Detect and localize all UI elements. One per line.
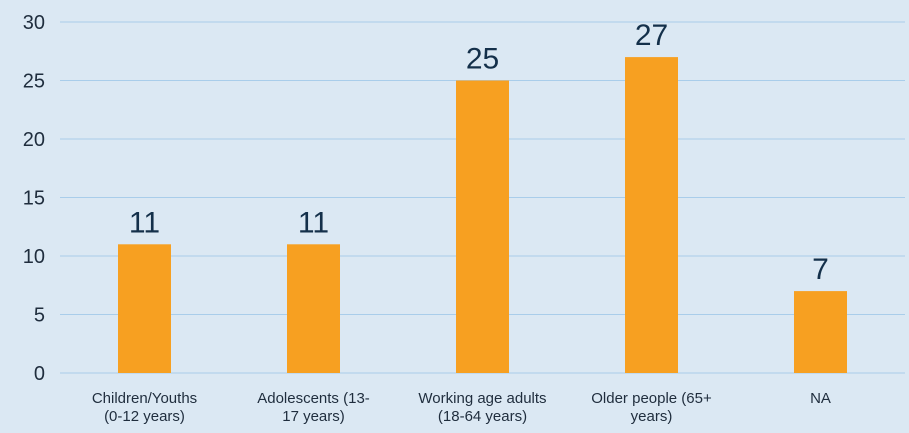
- y-tick-label: 0: [34, 363, 45, 385]
- bars: [118, 57, 847, 373]
- bar: [287, 244, 340, 373]
- data-label: 7: [812, 253, 829, 286]
- category-label: Children/Youths: [92, 390, 197, 407]
- category-label: Older people (65+: [591, 390, 712, 407]
- y-tick-label: 20: [23, 129, 45, 151]
- category-label: (0-12 years): [104, 408, 185, 425]
- category-label: NA: [810, 390, 831, 407]
- y-axis-ticks: 0 5 10 15 20 25 30: [23, 12, 45, 385]
- category-label: (18-64 years): [438, 408, 527, 425]
- data-label: 11: [298, 206, 329, 239]
- bar: [625, 57, 678, 373]
- y-tick-label: 30: [23, 12, 45, 34]
- data-label: 25: [466, 43, 499, 76]
- data-label: 11: [129, 206, 160, 239]
- y-tick-label: 15: [23, 188, 45, 210]
- y-tick-label: 5: [34, 305, 45, 327]
- x-axis-categories: Children/Youths(0-12 years) Adolescents (…: [92, 390, 831, 425]
- category-label: 17 years): [282, 408, 345, 425]
- y-tick-label: 25: [23, 71, 45, 93]
- data-label: 27: [635, 19, 668, 52]
- y-tick-label: 10: [23, 246, 45, 268]
- bar: [456, 80, 509, 373]
- category-label: Adolescents (13-: [257, 390, 370, 407]
- category-label: Working age adults: [418, 390, 546, 407]
- category-label: years): [631, 408, 673, 425]
- bar: [794, 291, 847, 373]
- bar: [118, 244, 171, 373]
- data-labels: 11 11 25 27 7: [129, 19, 829, 286]
